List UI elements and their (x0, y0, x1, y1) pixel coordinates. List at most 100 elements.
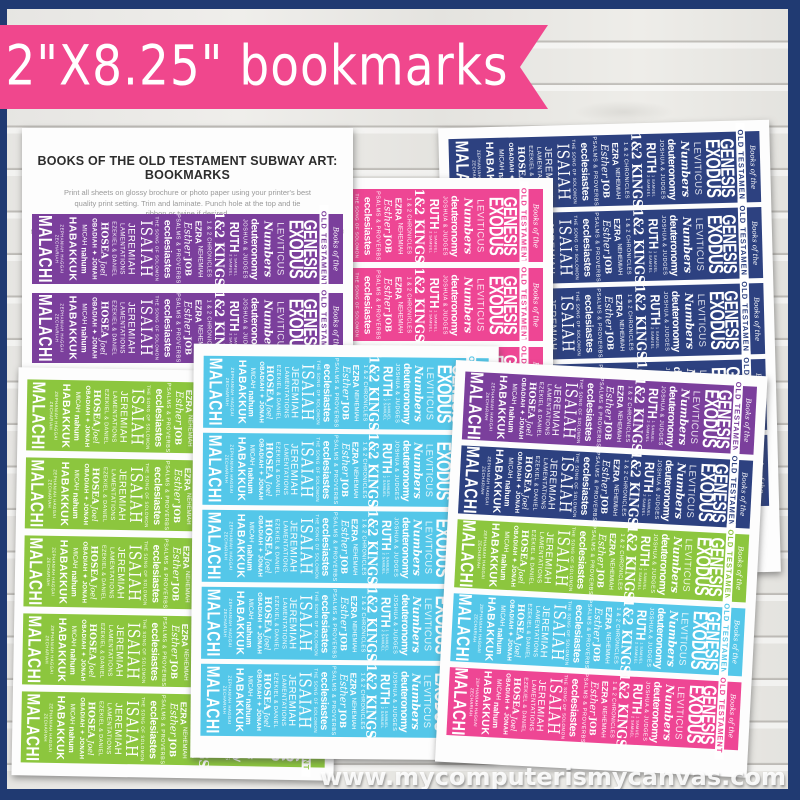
watermark-url: www.mycomputerismycanvas.com (320, 763, 786, 791)
bookmark-line-isa: ISAIAH (126, 388, 148, 446)
bookmark-line-ezk: EZEKIEL & DANIEL (273, 518, 280, 575)
bookmark-line-g2: EXODUS (483, 275, 506, 334)
bookmark-line-scr: Books of the (726, 693, 737, 739)
bookmark-line-kings: 1&2 KINGS (364, 509, 381, 585)
bookmark-line-ps: PSALMS & PROVERBS (374, 269, 381, 340)
bookmark-line-lev: LEVITICUS (422, 366, 435, 421)
bookmark-line-ps: PSALMS & PROVERBS (174, 293, 181, 363)
bookmark-line-kings: 1&2 KINGS (411, 188, 428, 263)
bookmark-line-lev: LEVITICUS (672, 686, 686, 741)
bookmark-line-mal: MALACHI (204, 434, 227, 503)
bookmark-line-ecc: ecclesiastes (360, 196, 373, 255)
bookmark-line-lam: LAMENTATIONS (109, 468, 116, 521)
bookmark-line-deu: deuteronomy (397, 670, 410, 733)
bookmark-line-ps: PSALMS & PROVERBS (161, 538, 170, 609)
bookmark-line-hab: HABAKKUK (482, 596, 499, 662)
bookmark-line-mal: MALACHI (205, 357, 227, 426)
bookmark-line-g2: EXODUS (283, 219, 306, 279)
bookmark-line-g2: EXODUS (703, 290, 728, 350)
bookmark-line-oba: OBADIAH ✦ JONAH (257, 361, 264, 424)
bookmark-line-ecc: ecclesiastes (320, 363, 334, 423)
bookmark-line-kings: 1&2 KINGS (411, 267, 428, 342)
bookmark-line-num: Numbers (410, 442, 424, 499)
bookmark-line-isa: ISAIAH (558, 381, 581, 441)
bookmark-line-oba: OBADIAH ✦ JONAH (90, 297, 97, 359)
bookmark-line-isa: ISAIAH (553, 218, 575, 277)
bookmark-line-lev: LEVITICUS (692, 217, 705, 272)
bookmark-line-lam: LAMENTATIONS (279, 674, 286, 727)
bookmark-line-kings: 1&2 KINGS (627, 132, 646, 208)
bookmark-line-deu: deuteronomy (648, 681, 664, 743)
bookmark-line-deu: deuteronomy (397, 593, 411, 656)
bookmark-line-ecc: ecclesiastes (160, 298, 173, 358)
bookmark-line-isa: ISAIAH (551, 142, 573, 201)
bookmark-line-oba: OBADIAH ✦ JONAH (77, 696, 85, 759)
bookmark-line-mal: MALACHI (464, 371, 489, 441)
bookmark-line-mal: MALACHI (456, 519, 481, 589)
bookmark-line-lam: LAMENTATIONS (118, 223, 125, 275)
bookmark-line-mal: MALACHI (448, 667, 473, 737)
bookmark-line-kings: 1&2 KINGS (364, 432, 382, 508)
bookmark-line-hab: HABAKKUK (58, 461, 72, 526)
bookmark-line-lev: LEVITICUS (473, 277, 485, 332)
bookmark-line-isa: ISAIAH (294, 671, 315, 730)
bookmark-line-ecc: ecclesiastes (574, 530, 590, 590)
bookmark-line-lam: LAMENTATIONS (282, 366, 289, 419)
bookmark-line-ezk: EZEKIEL & DANIEL (271, 672, 279, 729)
bookmark-line-scr: Books of the (331, 226, 339, 272)
bookmark-line-ps: PSALMS & PROVERBS (163, 460, 171, 531)
bookmark-line-num: Numbers (679, 216, 694, 273)
bookmark-line-scr: Books of the (730, 619, 741, 665)
bookmark-line-kings: 1&2 KINGS (616, 598, 637, 674)
bookmark-line-lev: LEVITICUS (422, 443, 434, 498)
bookmark-line-hab: HABAKKUK (66, 216, 79, 282)
bookmark-line-deu: deuteronomy (659, 459, 676, 522)
bookmark-line-isa: ISAIAH (555, 294, 577, 353)
bookmark-line-ecc: ecclesiastes (578, 456, 594, 516)
bookmark-line-ecc: ecclesiastes (317, 671, 331, 731)
bookmark-line-ezk: EZEKIEL & DANIEL (274, 364, 282, 421)
bookmark-line-deu: deuteronomy (652, 607, 668, 669)
bookmark-line-ps: PSALMS & PROVERBS (330, 588, 338, 659)
bookmark-line-deu: deuteronomy (666, 214, 681, 276)
bookmark-line-hab: HABAKKUK (233, 513, 247, 579)
bookmark-line-ps: PSALMS & PROVERBS (160, 616, 168, 687)
bookmark-line-ecc: ecclesiastes (149, 543, 163, 603)
product-title: 2"X8.25" bookmarks (5, 33, 509, 99)
bookmark-line-ecc: ecclesiastes (319, 517, 332, 577)
bookmark-line-ezk: EZEKIEL & DANIEL (273, 441, 281, 498)
